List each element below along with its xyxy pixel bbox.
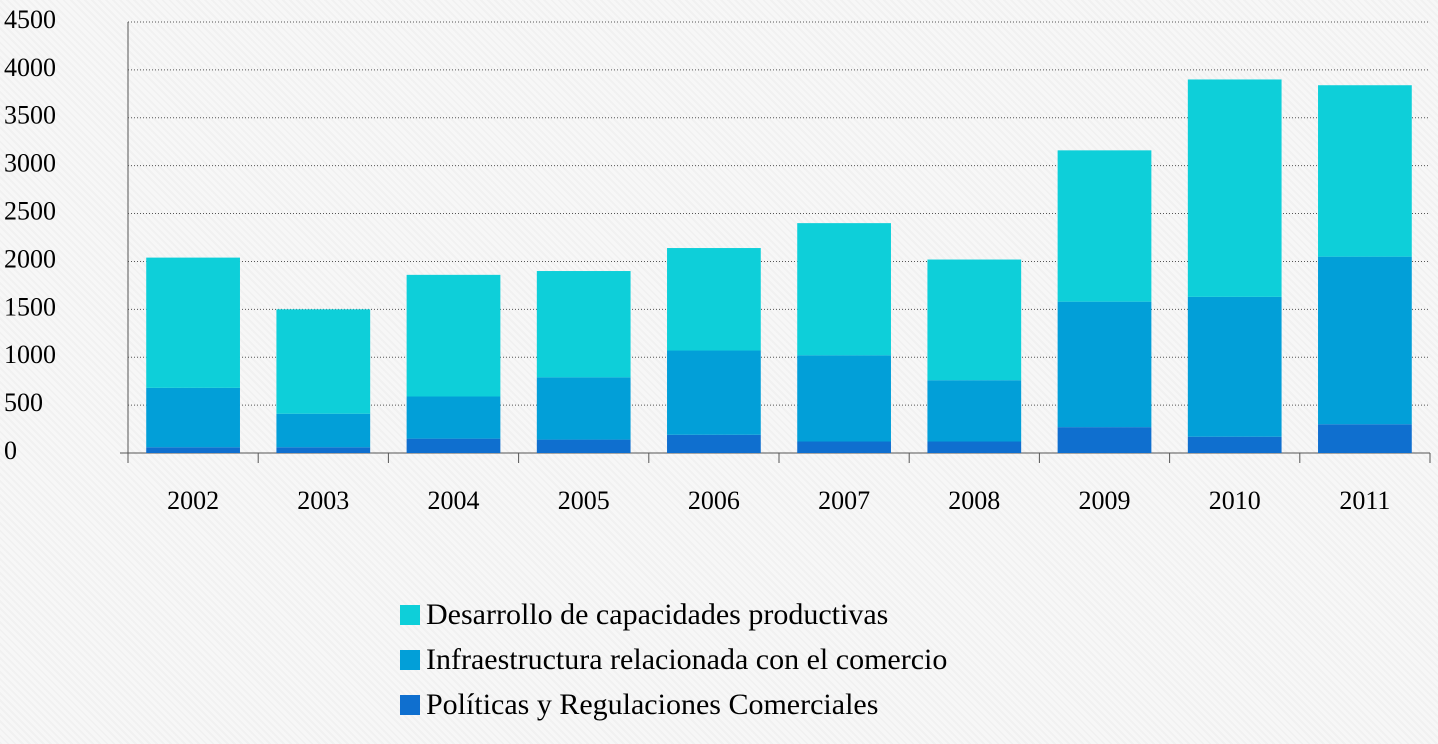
- x-tick-label: 2005: [558, 486, 610, 515]
- bar-segment: [1187, 79, 1282, 297]
- x-tick-label: 2011: [1339, 486, 1390, 515]
- bar-segment: [1187, 436, 1282, 453]
- bar-segment: [797, 441, 891, 453]
- y-tick-label: 3500: [4, 101, 56, 130]
- x-tick-label: 2010: [1209, 486, 1261, 515]
- bar-segment: [1318, 256, 1412, 425]
- bar-segment: [927, 380, 1022, 442]
- bar-segment: [1057, 427, 1152, 453]
- y-tick-label: 3000: [4, 149, 56, 178]
- bar-segment: [146, 257, 240, 388]
- bar-segment: [406, 274, 501, 397]
- bar-segment: [276, 447, 371, 453]
- bar-segment: [1318, 85, 1412, 257]
- bar-segment: [536, 271, 631, 378]
- bar-segment: [667, 248, 761, 351]
- y-tick-label: 500: [4, 388, 43, 417]
- x-tick-label: 2007: [818, 486, 870, 515]
- y-tick-label: 4500: [4, 5, 56, 34]
- y-tick-label: 1000: [4, 340, 56, 369]
- bar-segment: [146, 387, 240, 448]
- bar-segment: [927, 441, 1022, 453]
- legend-label: Desarrollo de capacidades productivas: [426, 598, 888, 631]
- legend-label: Políticas y Regulaciones Comerciales: [426, 688, 878, 721]
- y-tick-label: 0: [4, 436, 17, 465]
- x-tick-label: 2008: [948, 486, 1000, 515]
- x-tick-label: 2004: [428, 486, 480, 515]
- y-tick-label: 4000: [4, 53, 56, 82]
- legend-swatch: [400, 695, 420, 715]
- bar-segment: [1187, 296, 1282, 437]
- x-tick-label: 2009: [1079, 486, 1131, 515]
- bar-segment: [536, 377, 631, 440]
- x-tick-label: 2003: [297, 486, 349, 515]
- bar-segment: [667, 350, 761, 435]
- bar-segment: [1057, 301, 1152, 428]
- bar-segment: [406, 396, 501, 439]
- y-tick-label: 2000: [4, 244, 56, 273]
- bar-segment: [276, 309, 371, 414]
- legend-swatch: [400, 605, 420, 625]
- bar-segment: [406, 438, 501, 453]
- bar-segment: [276, 413, 371, 448]
- bar-segment: [797, 223, 891, 356]
- bar-segment: [667, 434, 761, 453]
- x-tick-label: 2006: [688, 486, 740, 515]
- bar-segment: [1057, 150, 1152, 302]
- legend-label: Infraestructura relacionada con el comer…: [426, 643, 947, 676]
- bar-segment: [536, 439, 631, 453]
- legend-swatch: [400, 650, 420, 670]
- bar-segment: [797, 355, 891, 442]
- y-tick-label: 2500: [4, 197, 56, 226]
- x-tick-label: 2002: [167, 486, 219, 515]
- bar-segment: [1318, 424, 1412, 453]
- bar-segment: [146, 447, 240, 453]
- y-tick-label: 1500: [4, 292, 56, 321]
- bar-segment: [927, 259, 1022, 381]
